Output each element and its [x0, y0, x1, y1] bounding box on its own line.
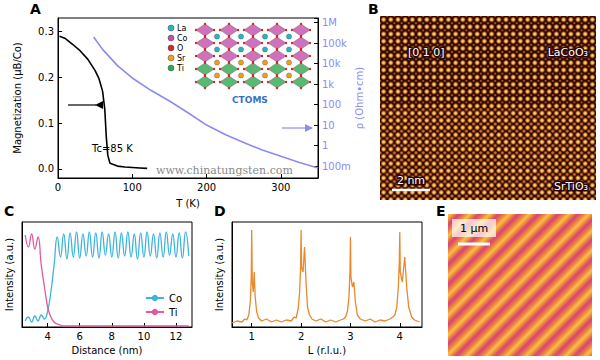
svg-text:2 nm: 2 nm — [397, 174, 425, 187]
svg-text:200: 200 — [197, 182, 216, 193]
svg-text:2: 2 — [298, 331, 304, 342]
svg-text:1 μm: 1 μm — [460, 222, 488, 235]
svg-text:Ti: Ti — [168, 307, 178, 318]
svg-text:O: O — [177, 44, 183, 53]
svg-text:Intensity (a.u.): Intensity (a.u.) — [214, 238, 225, 311]
svg-text:100: 100 — [322, 99, 341, 110]
svg-text:La: La — [177, 24, 186, 33]
svg-text:D: D — [214, 203, 226, 219]
svg-text:Magnetization (μB/Co): Magnetization (μB/Co) — [12, 42, 23, 154]
svg-text:6: 6 — [77, 331, 83, 342]
svg-text:Sr: Sr — [177, 54, 186, 63]
svg-text:Intensity (a.u.): Intensity (a.u.) — [4, 238, 15, 311]
svg-text:10: 10 — [138, 331, 151, 342]
svg-text:0.0: 0.0 — [38, 163, 54, 174]
svg-text:C: C — [4, 203, 14, 219]
svg-text:12: 12 — [170, 331, 183, 342]
svg-text:100m: 100m — [322, 161, 351, 172]
svg-text:CTOMS: CTOMS — [232, 95, 268, 105]
svg-text:0.3: 0.3 — [38, 26, 54, 37]
svg-text:8: 8 — [109, 331, 115, 342]
svg-text:SrTiO₃: SrTiO₃ — [554, 180, 588, 193]
svg-text:Ti: Ti — [176, 64, 184, 73]
svg-text:Co: Co — [169, 293, 182, 304]
svg-text:0.2: 0.2 — [38, 72, 54, 83]
svg-text:Tc=85 K: Tc=85 K — [91, 143, 133, 154]
svg-text:1: 1 — [249, 331, 255, 342]
svg-text:E: E — [436, 203, 446, 219]
svg-text:L (r.l.u.): L (r.l.u.) — [308, 345, 346, 356]
svg-text:Co: Co — [177, 34, 188, 43]
svg-text:100k: 100k — [322, 38, 347, 49]
svg-text:[0 1 0]: [0 1 0] — [408, 46, 445, 59]
svg-text:300: 300 — [271, 182, 290, 193]
svg-text:100: 100 — [123, 182, 142, 193]
svg-text:10k: 10k — [322, 58, 341, 69]
svg-text:1: 1 — [322, 140, 328, 151]
svg-text:1k: 1k — [322, 79, 334, 90]
svg-text:Distance (nm): Distance (nm) — [72, 345, 143, 356]
svg-text:B: B — [368, 1, 379, 17]
svg-text:0.1: 0.1 — [38, 118, 54, 129]
svg-text:10: 10 — [322, 120, 335, 131]
svg-text:www.chinatungsten.com: www.chinatungsten.com — [156, 164, 293, 177]
svg-text:0: 0 — [55, 182, 61, 193]
svg-text:4: 4 — [397, 331, 403, 342]
svg-text:T (K): T (K) — [175, 198, 200, 209]
svg-text:LaCoO₃: LaCoO₃ — [548, 46, 588, 59]
svg-text:A: A — [30, 1, 41, 17]
svg-text:1M: 1M — [322, 17, 337, 28]
svg-text:ρ (Ohm•cm): ρ (Ohm•cm) — [354, 67, 365, 130]
svg-text:3: 3 — [347, 331, 353, 342]
svg-text:4: 4 — [44, 331, 50, 342]
